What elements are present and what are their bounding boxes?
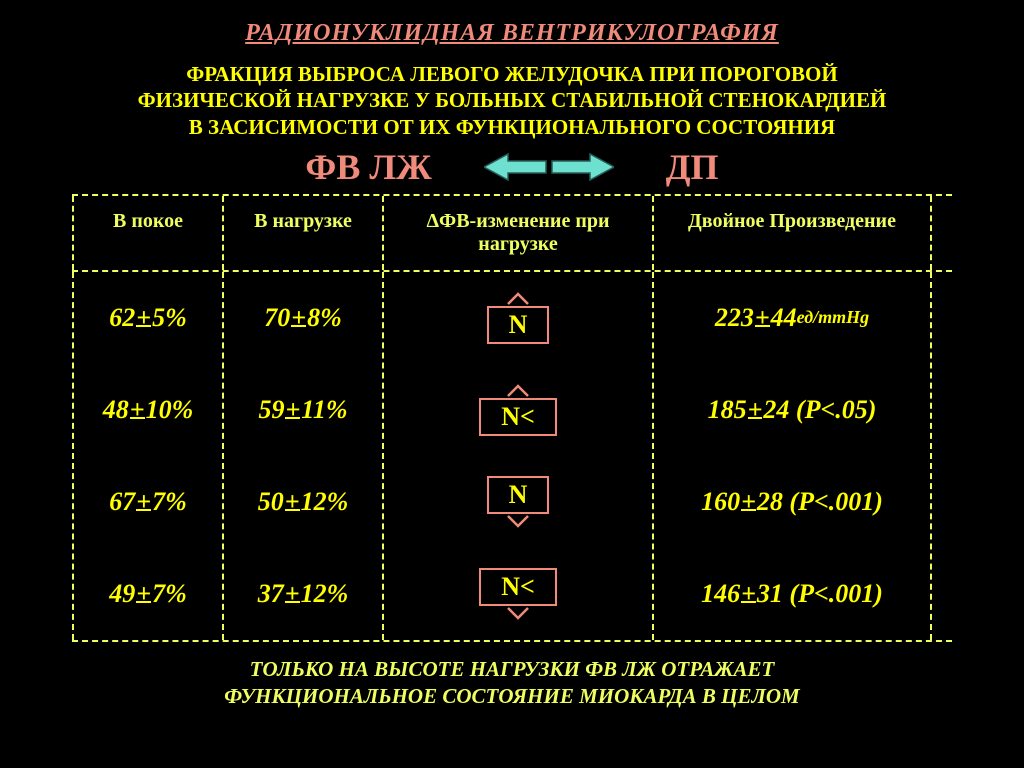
- cell-rest: 4810%: [74, 364, 222, 456]
- n-box: N: [487, 306, 550, 344]
- chevron-down-icon: [506, 514, 530, 528]
- cell-dp: 18524 (P<.05): [654, 364, 930, 456]
- cell-load: 708%: [224, 272, 382, 364]
- table-header-row: В покое В нагрузке ΔФВ-изменение при наг…: [72, 194, 952, 272]
- cell-load: 5911%: [224, 364, 382, 456]
- col-dp: 22344 ед/mmHg18524 (P<.05)16028 (P<.001)…: [652, 272, 932, 640]
- cell-load: 5012%: [224, 456, 382, 548]
- fv-label: ФВ ЛЖ: [305, 146, 431, 188]
- chevron-up-icon: [506, 384, 530, 398]
- cell-rest: 677%: [74, 456, 222, 548]
- col-header-load: В нагрузке: [222, 196, 382, 270]
- dp-label: ДП: [666, 146, 719, 188]
- slide-title: РАДИОНУКЛИДНАЯ ВЕНТРИКУЛОГРАФИЯ: [60, 20, 964, 47]
- col-header-dp: Двойное Произведение: [652, 196, 932, 270]
- col-header-dfv: ΔФВ-изменение при нагрузке: [382, 196, 652, 270]
- cell-dp: 22344 ед/mmHg: [654, 272, 930, 364]
- col-dfv: N N< N N<: [382, 272, 652, 640]
- n-box: N<: [479, 398, 557, 436]
- table-body: 625%4810%677%497% 708%5911%5012%3712% NN…: [72, 272, 952, 642]
- chevron-up-icon: [506, 292, 530, 306]
- slide-footer: ТОЛЬКО НА ВЫСОТЕ НАГРУЗКИ ФВ ЛЖ ОТРАЖАЕТ…: [60, 656, 964, 711]
- col-header-dfv-text: ΔФВ-изменение при нагрузке: [427, 210, 610, 255]
- subtitle-line: В ЗАСИСИМОСТИ ОТ ИХ ФУНКЦИОНАЛЬНОГО СОСТ…: [60, 114, 964, 140]
- data-table: В покое В нагрузке ΔФВ-изменение при наг…: [72, 194, 952, 642]
- chevron-down-icon: [506, 606, 530, 620]
- cell-dp: 16028 (P<.001): [654, 456, 930, 548]
- footer-line: ТОЛЬКО НА ВЫСОТЕ НАГРУЗКИ ФВ ЛЖ ОТРАЖАЕТ: [60, 656, 964, 683]
- n-box: N: [487, 476, 550, 514]
- cell-rest: 625%: [74, 272, 222, 364]
- col-rest: 625%4810%677%497%: [72, 272, 222, 640]
- col-header-dp-text: Двойное Произведение: [688, 210, 896, 232]
- col-load: 708%5911%5012%3712%: [222, 272, 382, 640]
- cell-dfv: N: [384, 272, 652, 364]
- n-box: N<: [479, 568, 557, 606]
- cell-dfv: N: [384, 456, 652, 548]
- slide-subtitle: ФРАКЦИЯ ВЫБРОСА ЛЕВОГО ЖЕЛУДОЧКА ПРИ ПОР…: [60, 61, 964, 140]
- footer-line: ФУНКЦИОНАЛЬНОЕ СОСТОЯНИЕ МИОКАРДА В ЦЕЛО…: [60, 683, 964, 710]
- slide: РАДИОНУКЛИДНАЯ ВЕНТРИКУЛОГРАФИЯ ФРАКЦИЯ …: [0, 0, 1024, 720]
- cell-dfv: N<: [384, 548, 652, 640]
- cell-dp: 14631 (P<.001): [654, 548, 930, 640]
- double-arrow-icon: [484, 152, 614, 182]
- cell-rest: 497%: [74, 548, 222, 640]
- header-labels: ФВ ЛЖ ДП: [60, 146, 964, 188]
- subtitle-line: ФИЗИЧЕСКОЙ НАГРУЗКЕ У БОЛЬНЫХ СТАБИЛЬНОЙ…: [60, 87, 964, 113]
- cell-load: 3712%: [224, 548, 382, 640]
- subtitle-line: ФРАКЦИЯ ВЫБРОСА ЛЕВОГО ЖЕЛУДОЧКА ПРИ ПОР…: [60, 61, 964, 87]
- col-header-rest: В покое: [72, 196, 222, 270]
- cell-dfv: N<: [384, 364, 652, 456]
